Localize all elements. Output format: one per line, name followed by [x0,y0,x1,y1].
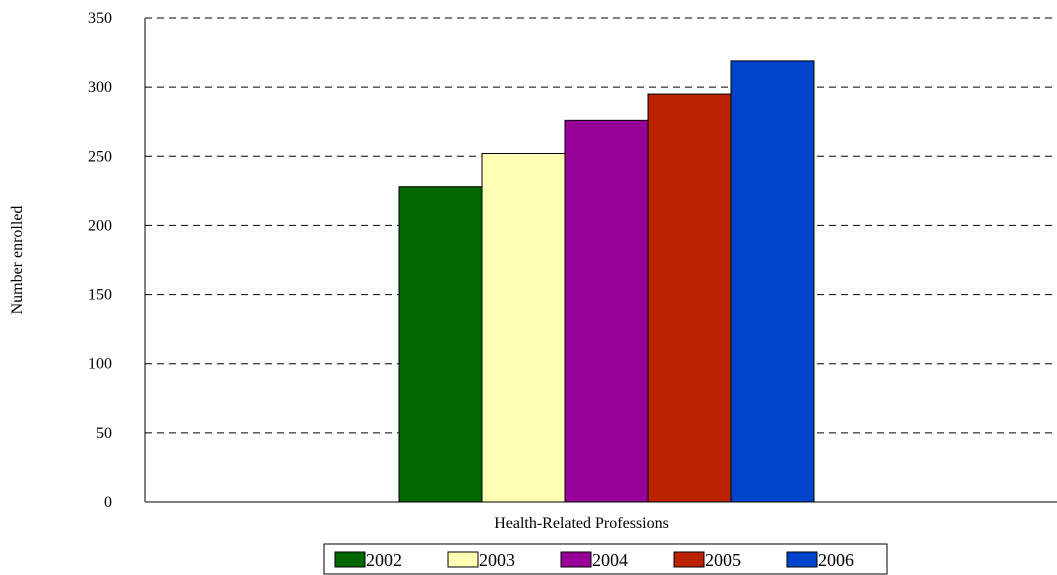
y-tick-label: 0 [104,494,112,511]
bar-2006 [730,60,815,503]
axes [144,18,1057,503]
bars [398,60,815,503]
legend-label-2004: 2004 [592,550,628,570]
legend-swatch-2003 [447,551,479,568]
y-tick-labels: 0 50 100 150 200 250 300 350 [88,10,112,511]
legend-swatch-2004 [560,551,592,568]
y-tick-label: 100 [88,356,112,373]
legend-swatch-2005 [673,551,705,568]
y-axis-title: Number enrolled [9,206,26,315]
bar-2004 [564,119,649,503]
bar-2002 [398,186,483,503]
y-tick-label: 350 [88,10,112,27]
legend-label-2006: 2006 [818,550,854,570]
legend-label-2003: 2003 [479,550,515,570]
legend-label-2002: 2002 [366,550,402,570]
x-category-labels: Health-Related Professions [494,515,669,532]
y-tick-label: 300 [88,79,112,96]
y-tick-label: 150 [88,287,112,304]
bar-2003 [481,153,566,503]
x-category-label: Health-Related Professions [494,515,669,532]
y-tick-label: 250 [88,148,112,165]
y-tick-label: 200 [88,217,112,234]
bar-2005 [647,93,732,503]
legend-swatch-2002 [334,551,366,568]
y-tick-label: 50 [96,425,112,442]
legend-label-2005: 2005 [705,550,741,570]
legend: 2002 2003 2004 2005 2006 [323,543,888,575]
legend-swatch-2006 [786,551,818,568]
